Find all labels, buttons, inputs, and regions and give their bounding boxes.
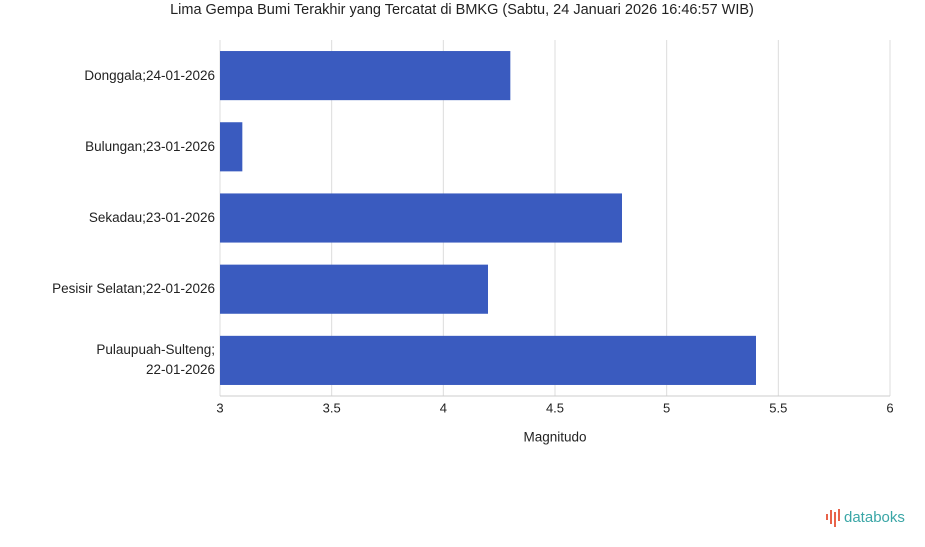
x-tick-label: 6 [886, 400, 893, 415]
logo-text: databoks [844, 509, 905, 526]
x-tick-label: 3.5 [323, 400, 341, 415]
bar [220, 51, 511, 101]
bar [220, 122, 243, 172]
y-tick-label: Pulaupuah-Sulteng; 22-01-2026 [96, 342, 215, 378]
y-tick-label: Bulungan;23-01-2026 [85, 138, 215, 154]
x-tick-label: 5.5 [769, 400, 787, 415]
x-tick-label: 5 [663, 400, 670, 415]
bar [220, 264, 488, 314]
chart-title: Lima Gempa Bumi Terakhir yang Tercatat d… [170, 2, 754, 18]
y-tick-label: Donggala;24-01-2026 [84, 67, 215, 83]
x-tick-label: 4 [440, 400, 447, 415]
x-tick-label: 4.5 [546, 400, 564, 415]
y-tick-label: Pesisir Selatan;22-01-2026 [52, 281, 215, 297]
logo-icon [826, 509, 840, 527]
y-tick-label: Sekadau;23-01-2026 [88, 210, 215, 225]
x-axis-title: Magnitudo [523, 430, 586, 445]
x-tick-label: 3 [216, 400, 223, 415]
bar [220, 193, 622, 243]
bar [220, 335, 756, 385]
